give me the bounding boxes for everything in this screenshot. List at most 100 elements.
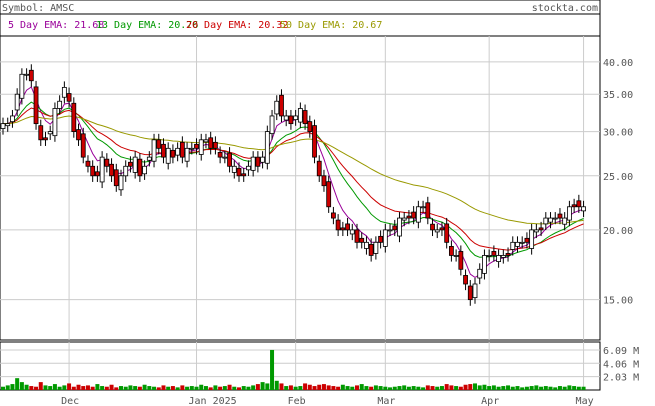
- candle: [354, 229, 360, 243]
- candle: [33, 86, 39, 125]
- candle: [335, 219, 341, 231]
- volume-bar: [227, 384, 232, 390]
- candle: [448, 246, 454, 256]
- candle: [401, 217, 407, 221]
- x-axis: Dec Jan 2025 Feb Mar Apr May: [61, 396, 594, 406]
- candle: [227, 152, 232, 167]
- candle: [236, 167, 242, 177]
- candle: [500, 255, 506, 258]
- volume-bar: [203, 386, 208, 390]
- candle: [28, 69, 34, 82]
- candle: [47, 131, 53, 135]
- volume-bar: [15, 378, 20, 390]
- price-y-axis: 40.00 35.00 30.00 25.00 20.00 15.00: [603, 58, 633, 307]
- candle: [359, 237, 365, 243]
- candle: [198, 139, 204, 155]
- volume-bar: [81, 386, 86, 390]
- y-tick-label: 25.00: [603, 172, 633, 183]
- volume-bar: [189, 386, 194, 390]
- candle: [66, 93, 72, 102]
- volume-bar: [222, 386, 227, 390]
- candle: [113, 169, 119, 187]
- volume-bar: [416, 386, 421, 390]
- candle: [326, 181, 332, 208]
- candle: [43, 137, 48, 141]
- candle: [378, 235, 384, 243]
- candle: [548, 217, 553, 223]
- volume-grid: [0, 342, 600, 390]
- candle: [269, 115, 275, 135]
- candle: [61, 86, 67, 98]
- volume-bar: [76, 384, 81, 390]
- candle: [463, 275, 468, 285]
- volume-bar: [52, 384, 57, 390]
- candle: [156, 139, 162, 149]
- volume-bar: [425, 385, 430, 390]
- volume-bar: [241, 386, 246, 390]
- candle: [368, 243, 374, 256]
- volume-bar: [175, 387, 180, 390]
- volume-bar: [312, 386, 317, 390]
- volume-bar: [543, 386, 548, 390]
- volume-bar: [326, 385, 331, 390]
- candle: [175, 147, 181, 156]
- candle: [217, 151, 223, 158]
- candle: [165, 147, 171, 164]
- volume-bar: [62, 385, 67, 390]
- volume-bar: [152, 386, 157, 390]
- candle: [406, 215, 412, 219]
- volume-bar: [288, 385, 293, 390]
- candle: [373, 241, 379, 254]
- volume-bar: [29, 386, 34, 390]
- candle: [146, 156, 152, 161]
- candle: [576, 200, 582, 208]
- candle: [222, 156, 228, 159]
- volume-bar: [364, 386, 369, 390]
- volume-bar: [392, 386, 397, 390]
- candle: [297, 108, 303, 123]
- volume-bar: [581, 386, 586, 390]
- candle: [19, 73, 25, 99]
- candle: [95, 171, 100, 177]
- candle: [562, 217, 568, 225]
- volume-bar: [321, 384, 326, 390]
- volume-bar: [402, 385, 407, 390]
- volume-bar: [482, 384, 487, 390]
- volume-bar: [100, 386, 105, 390]
- candle: [170, 149, 176, 158]
- legend-item: 13 Day EMA: 20.76: [96, 20, 198, 31]
- candle: [279, 94, 284, 117]
- candle: [444, 223, 450, 243]
- candle: [505, 253, 511, 256]
- volume-bar: [237, 387, 241, 390]
- volume-bar: [232, 386, 237, 390]
- candle: [52, 108, 58, 137]
- candle: [5, 123, 11, 127]
- volume-bar: [19, 382, 24, 390]
- ema-20-line: [3, 107, 584, 251]
- volume-bar: [506, 385, 511, 390]
- candle: [382, 229, 388, 247]
- volume-bar: [48, 386, 53, 390]
- candle: [349, 229, 355, 235]
- candle: [255, 156, 261, 167]
- volume-bar: [444, 384, 449, 390]
- volume-bar: [10, 384, 15, 390]
- volume-bar: [567, 385, 572, 390]
- volume-bar: [128, 385, 133, 390]
- candle: [316, 160, 322, 177]
- candle: [212, 141, 218, 149]
- candle: [151, 139, 157, 162]
- volume-bar: [458, 386, 463, 390]
- candle: [0, 123, 6, 129]
- candle: [189, 147, 195, 150]
- candle: [90, 165, 96, 177]
- volume-bar: [524, 386, 529, 390]
- volume-bar: [548, 386, 553, 390]
- candle: [260, 156, 266, 163]
- candle: [246, 165, 251, 171]
- candle: [557, 213, 563, 219]
- volume-bar: [373, 385, 378, 390]
- volume-bar: [133, 386, 138, 390]
- x-tick-label: Jan 2025: [189, 396, 237, 406]
